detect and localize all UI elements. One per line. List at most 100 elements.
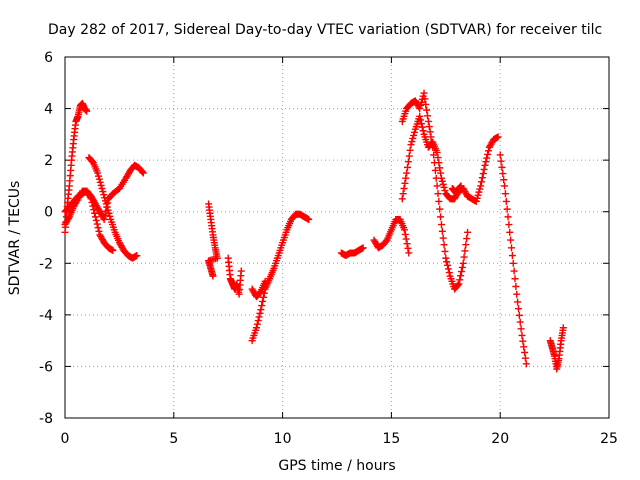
data-point (432, 174, 440, 182)
data-point (437, 169, 445, 177)
data-point (463, 235, 471, 243)
data-point (423, 106, 431, 114)
data-point (257, 306, 265, 314)
axis-ticks (64, 56, 610, 419)
data-point (400, 226, 408, 234)
data-point (88, 198, 96, 206)
data-point (496, 151, 504, 159)
data-point (99, 188, 107, 196)
data-point (521, 354, 529, 362)
data-point (512, 282, 520, 290)
data-point (417, 120, 425, 128)
data-point (421, 95, 429, 103)
data-point (484, 147, 492, 155)
data-point (477, 178, 485, 186)
data-point (442, 254, 450, 262)
data-point (255, 313, 263, 321)
data-point (482, 158, 490, 166)
data-point (90, 206, 98, 214)
data-point (259, 297, 267, 305)
data-point (504, 213, 512, 221)
y-tick-label: 6 (44, 50, 53, 66)
data-point (92, 216, 100, 224)
y-axis-label: SDTVAR / TECUs (7, 181, 23, 296)
data-point (479, 170, 487, 178)
y-tick-label: -6 (39, 359, 53, 375)
data-point (418, 123, 426, 131)
series-s5 (205, 200, 221, 280)
data-point (457, 272, 465, 280)
data-point (258, 302, 266, 310)
data-point (429, 143, 437, 151)
data-point (139, 169, 147, 177)
data-point (441, 247, 449, 255)
x-tick-labels: 0 5 10 15 20 25 (61, 431, 618, 447)
data-point (401, 230, 409, 238)
data-point (436, 205, 444, 213)
data-point (521, 349, 529, 357)
data-point (477, 182, 485, 190)
data-point (481, 161, 489, 169)
data-point (401, 179, 409, 187)
data-point (405, 249, 413, 257)
data-point (424, 112, 432, 120)
data-point (508, 244, 516, 252)
data-point (476, 185, 484, 193)
data-point (472, 197, 480, 205)
data-point (461, 247, 469, 255)
y-tick-labels: -8 -6 -4 -2 0 2 4 6 (39, 50, 53, 427)
data-point (404, 158, 412, 166)
data-point (514, 298, 522, 306)
series-s11 (398, 112, 502, 205)
data-point (505, 221, 513, 229)
data-point (441, 187, 449, 195)
data-point (517, 325, 525, 333)
data-point (438, 177, 446, 185)
data-point (444, 261, 452, 269)
data-point (399, 190, 407, 198)
data-point (475, 188, 483, 196)
data-point (103, 203, 111, 211)
data-point (434, 190, 442, 198)
data-point (407, 141, 415, 149)
data-point (83, 107, 91, 115)
data-point (473, 194, 481, 202)
x-tick-label: 5 (169, 431, 178, 447)
data-point (501, 182, 509, 190)
data-point (416, 112, 424, 120)
data-point (428, 138, 436, 146)
data-point (457, 182, 465, 190)
plot-frame (64, 56, 610, 419)
data-point (499, 170, 507, 178)
data-point (494, 133, 502, 141)
y-tick-label: 4 (44, 102, 53, 118)
data-point (427, 133, 435, 141)
data-point (518, 331, 526, 339)
x-tick-label: 25 (600, 431, 618, 447)
data-point (404, 244, 412, 252)
data-point (478, 174, 486, 182)
data-point (444, 265, 452, 273)
series-s9 (337, 244, 367, 260)
data-point (410, 131, 418, 139)
data-point (484, 150, 492, 158)
y-tick-label: 2 (44, 153, 53, 169)
data-point (439, 180, 447, 188)
data-point (445, 269, 453, 277)
data-point (417, 101, 425, 109)
data-point (410, 128, 418, 136)
data-point (95, 175, 103, 183)
data-point (406, 146, 414, 154)
data-point (400, 185, 408, 193)
data-point (435, 197, 443, 205)
data-point (100, 215, 108, 223)
data-point (94, 169, 102, 177)
series-s12 (398, 89, 472, 293)
data-point (434, 154, 442, 162)
series-s6 (224, 254, 245, 298)
data-point (419, 127, 427, 135)
y-tick-label: -8 (39, 411, 53, 427)
data-point (253, 320, 261, 328)
data-point (500, 176, 508, 184)
data-point (457, 268, 465, 276)
